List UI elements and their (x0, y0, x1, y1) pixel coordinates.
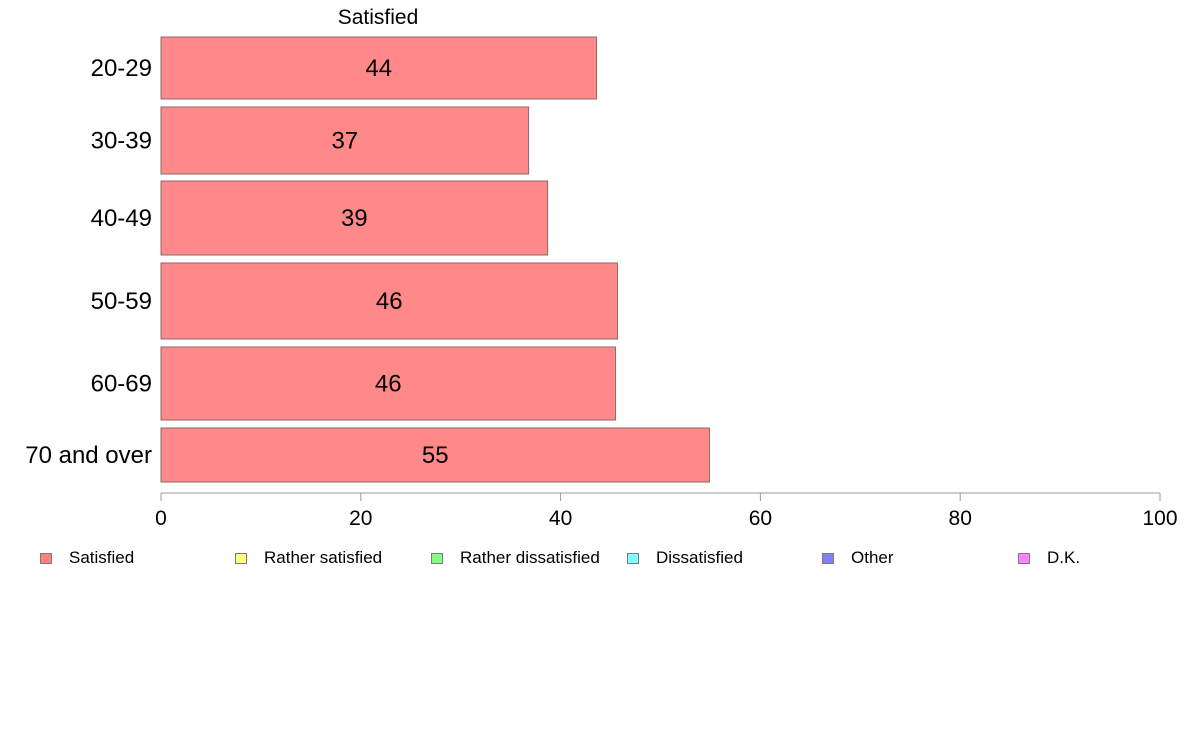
legend-label: Other (851, 548, 894, 567)
bar-50-59 (160, 262, 619, 340)
value-label: 46 (375, 371, 402, 398)
x-axis: 0 20 40 60 80 100 (155, 492, 1178, 530)
chart-title: Satisfied (338, 6, 419, 29)
x-tick-label: 80 (949, 507, 972, 530)
legend: Satisfied Rather satisfied Rather dissatis… (0, 546, 1188, 570)
legend-item: D.K. (1018, 546, 1080, 570)
bar-20-29 (160, 36, 598, 100)
legend-label: Dissatisfied (656, 548, 743, 567)
x-tick-label: 60 (749, 507, 772, 530)
legend-swatch (40, 552, 52, 564)
bar-70-and-over (160, 427, 710, 483)
category-label: 20-29 (91, 55, 152, 82)
legend-item: Dissatisfied (627, 546, 743, 570)
x-tick-label: 20 (349, 507, 372, 530)
legend-swatch (235, 552, 247, 564)
legend-item: Satisfied (40, 546, 134, 570)
legend-swatch (1018, 552, 1030, 564)
x-tick-label: 100 (1142, 507, 1177, 530)
legend-label: Satisfied (69, 548, 135, 567)
category-label: 50-59 (91, 288, 152, 315)
legend-label: Rather dissatisfied (460, 548, 600, 567)
legend-swatch (822, 552, 834, 564)
value-label: 46 (376, 288, 403, 315)
value-label: 55 (422, 442, 449, 469)
bars-group (160, 36, 710, 483)
value-label: 37 (331, 128, 358, 155)
value-label: 44 (365, 55, 392, 82)
legend-swatch (627, 552, 639, 564)
category-labels-group: 20-29 30-39 40-49 50-59 60-69 70 and over (25, 55, 152, 469)
category-label: 60-69 (91, 371, 152, 398)
legend-item: Rather dissatisfied (431, 546, 600, 570)
value-label: 39 (341, 205, 368, 232)
bar-60-69 (160, 346, 617, 421)
legend-label: Rather satisfied (264, 548, 383, 567)
category-label: 70 and over (25, 442, 152, 469)
legend-swatch (431, 552, 443, 564)
legend-item: Rather satisfied (235, 546, 382, 570)
category-label: 30-39 (91, 128, 152, 155)
value-labels-group: 44 37 39 46 46 55 (331, 55, 448, 469)
x-tick-label: 40 (549, 507, 572, 530)
legend-label: D.K. (1047, 548, 1081, 567)
x-tick-label: 0 (155, 507, 167, 530)
category-label: 40-49 (91, 205, 152, 232)
legend-item: Other (822, 546, 894, 570)
bar-30-39 (160, 106, 530, 175)
bar-40-49 (160, 180, 549, 256)
